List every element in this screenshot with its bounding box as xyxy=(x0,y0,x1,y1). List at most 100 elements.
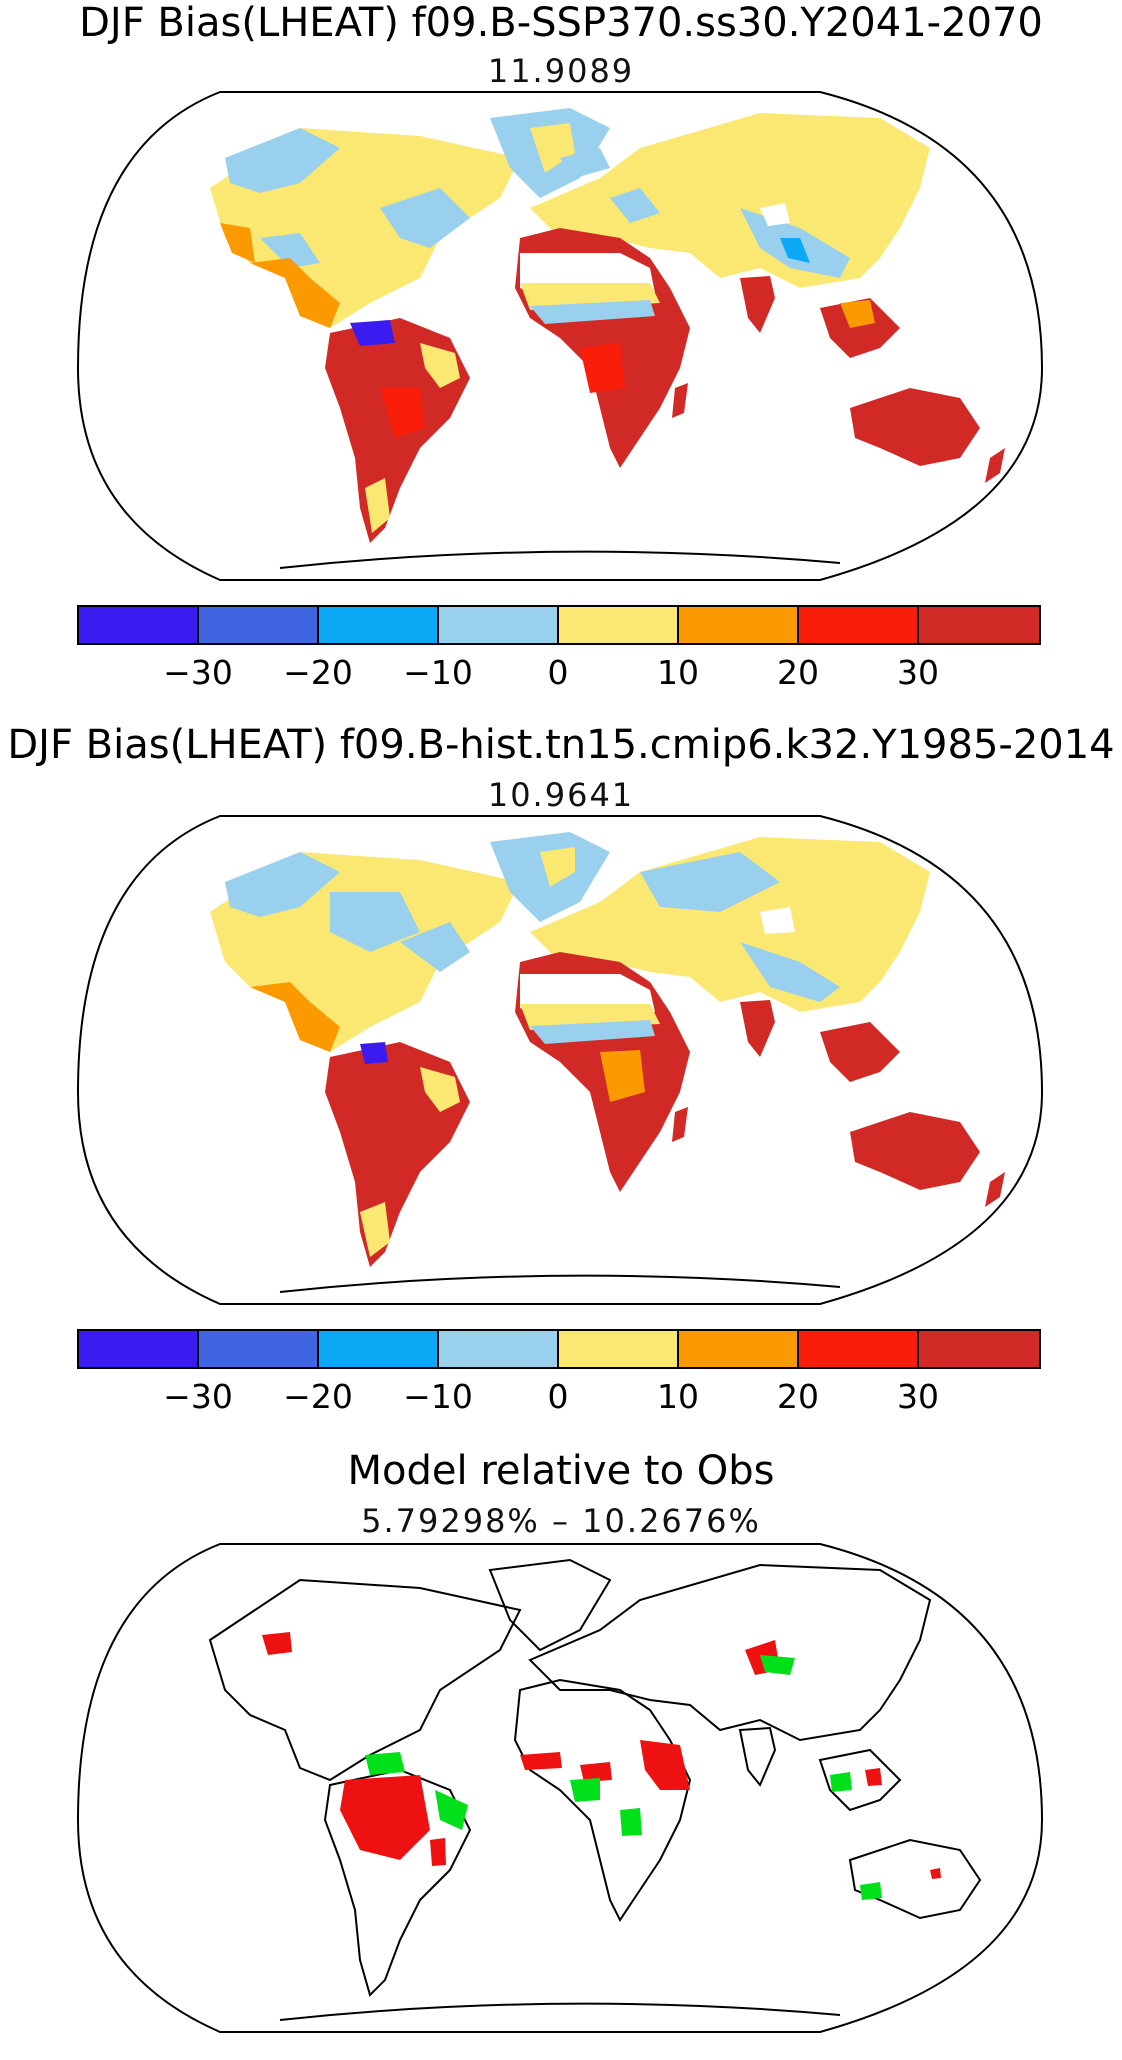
north-america-orange xyxy=(220,223,340,328)
worse-regions xyxy=(262,1632,941,1879)
colorbar-2-box xyxy=(437,1329,559,1369)
worse-region xyxy=(520,1752,562,1770)
panel-3-title: Model relative to Obs xyxy=(347,1448,775,1494)
worse-region xyxy=(640,1740,690,1790)
eurasia-white xyxy=(760,907,795,934)
worse-region xyxy=(930,1868,941,1879)
africa-light-blue-band xyxy=(530,300,655,324)
better-region xyxy=(365,1752,405,1775)
better-region xyxy=(570,1778,600,1802)
africa-orange xyxy=(600,1050,645,1102)
colorbar-2-box xyxy=(797,1329,919,1369)
south-america-dark-blue xyxy=(350,320,395,346)
colorbar-2-tick-label: 20 xyxy=(777,1377,819,1416)
worse-region xyxy=(340,1775,430,1860)
colorbar-2-tick-label: −30 xyxy=(163,1377,233,1416)
better-region xyxy=(435,1790,468,1830)
antarctica-outline xyxy=(279,2002,841,2021)
eurasia-outline xyxy=(528,1563,932,1742)
india-land xyxy=(740,1000,775,1057)
colorbar-1-tick-label: 10 xyxy=(657,653,699,692)
colorbar-1-tick-label: −30 xyxy=(163,653,233,692)
colorbar-2-tick-label: 10 xyxy=(657,1377,699,1416)
colorbar-2-box xyxy=(677,1329,799,1369)
south-america-outline xyxy=(323,1768,472,1997)
better-region xyxy=(860,1882,882,1900)
south-america-dark-blue xyxy=(360,1042,388,1064)
se-asia-land xyxy=(820,298,900,358)
africa-light-blue-band xyxy=(530,1020,655,1044)
new-zealand-land xyxy=(985,448,1005,483)
se-asia-land xyxy=(820,1022,900,1082)
africa-red xyxy=(580,343,625,393)
map-border xyxy=(76,1543,1044,2033)
map-panel-2 xyxy=(76,815,1044,1305)
australia-outline xyxy=(848,1838,982,1920)
new-zealand-land xyxy=(985,1172,1005,1207)
se-asia-orange xyxy=(840,300,875,328)
worse-region xyxy=(865,1768,882,1786)
south-america-yellow xyxy=(360,1067,460,1257)
colorbar-1-box xyxy=(557,605,679,645)
panel-2-subtitle: 10.9641 xyxy=(487,776,635,814)
colorbar-1-box xyxy=(77,605,199,645)
panel-1-title: DJF Bias(LHEAT) f09.B-SSP370.ss30.Y2041-… xyxy=(79,0,1043,46)
colorbar-2-box xyxy=(77,1329,199,1369)
map-border xyxy=(76,815,1044,1305)
worse-region xyxy=(262,1632,292,1655)
colorbar-1-box xyxy=(677,605,799,645)
better-regions xyxy=(365,1655,882,1900)
map-panel-3 xyxy=(76,1543,1044,2033)
north-america-light-blue xyxy=(225,128,470,268)
north-america-outline xyxy=(208,1578,522,1782)
map-panel-1 xyxy=(76,91,1044,581)
antarctica-outline xyxy=(279,550,841,569)
colorbar-2-tick-label: −10 xyxy=(403,1377,473,1416)
colorbar-1-box xyxy=(917,605,1041,645)
colorbar-1-tick-label: 30 xyxy=(897,653,939,692)
colorbar-1-tick-label: −10 xyxy=(403,653,473,692)
eurasia-white xyxy=(760,203,790,226)
eurasia-light-blue xyxy=(640,852,840,1002)
colorbar-1-tick-label: −20 xyxy=(283,653,353,692)
india-outline xyxy=(738,1726,777,1787)
panel-3-subtitle: 5.79298% – 10.2676% xyxy=(361,1502,761,1540)
panel-1-subtitle: 11.9089 xyxy=(487,52,635,90)
greenland-yellow xyxy=(540,847,575,887)
colorbar-2: −30 −20 −10 0 10 20 30 xyxy=(77,1329,1041,1416)
greenland-outline xyxy=(488,1558,612,1652)
eurasia-land xyxy=(530,113,930,288)
se-asia-outline xyxy=(818,1748,902,1812)
colorbar-2-box xyxy=(917,1329,1041,1369)
eurasia-blue xyxy=(780,238,810,263)
worse-region xyxy=(580,1762,612,1782)
antarctica-outline xyxy=(279,1274,841,1293)
better-region xyxy=(760,1655,795,1675)
eurasia-land xyxy=(530,837,930,1012)
worse-region xyxy=(430,1838,446,1866)
colorbar-2-box xyxy=(317,1329,439,1369)
colorbar-1-box xyxy=(197,605,319,645)
colorbar-2-box xyxy=(557,1329,679,1369)
colorbar-1: −30 −20 −10 0 10 20 30 xyxy=(77,605,1041,692)
south-america-yellow xyxy=(365,343,460,533)
colorbar-2-tick-label: 0 xyxy=(548,1377,569,1416)
australia-land xyxy=(850,388,980,466)
colorbar-1-box xyxy=(797,605,919,645)
colorbar-1-tick-label: 0 xyxy=(548,653,569,692)
colorbar-2-tick-label: 30 xyxy=(897,1377,939,1416)
india-land xyxy=(740,276,775,333)
colorbar-1-box xyxy=(317,605,439,645)
map-border xyxy=(76,91,1044,581)
better-region xyxy=(830,1772,852,1792)
colorbar-1-tick-label: 20 xyxy=(777,653,819,692)
colorbar-2-tick-label: −20 xyxy=(283,1377,353,1416)
continent-outlines xyxy=(208,1558,982,2021)
africa-outline xyxy=(513,1678,692,1922)
colorbar-1-boxes xyxy=(77,605,1041,645)
australia-land xyxy=(850,1112,980,1190)
north-america-light-blue xyxy=(225,852,470,972)
colorbar-2-boxes xyxy=(77,1329,1041,1369)
colorbar-2-box xyxy=(197,1329,319,1369)
north-america-orange xyxy=(250,982,340,1052)
